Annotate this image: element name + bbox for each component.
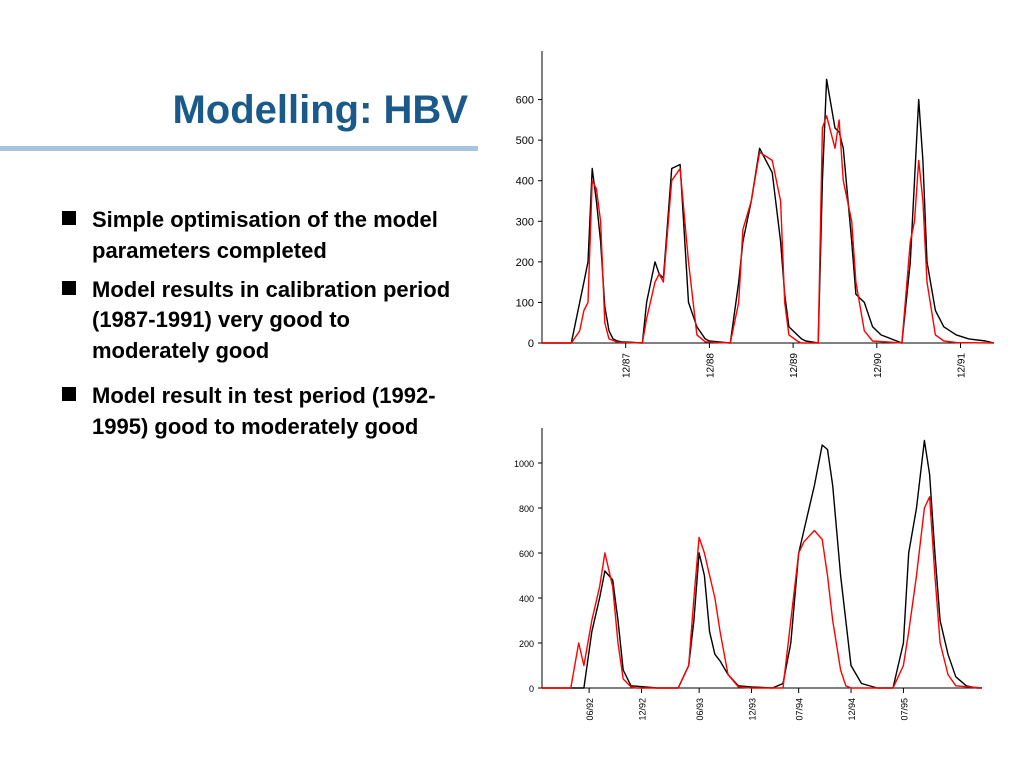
y-tick-label: 1000 xyxy=(514,459,534,469)
bullet-text: Model result in test period (1992-1995) … xyxy=(92,382,436,439)
x-tick-label: 12/94 xyxy=(847,698,857,721)
x-tick-label: 12/89 xyxy=(789,353,800,378)
calibration-discharge-chart: 0 100 200 300 400 500 600 12/87 12/88 12/89 12/90 1… xyxy=(516,51,995,378)
y-tick-label: 200 xyxy=(519,639,534,649)
bullet-list: Simple optimisation of the model paramet… xyxy=(60,205,470,451)
x-tick-label: 07/95 xyxy=(899,698,909,721)
x-tick-label: 06/93 xyxy=(695,698,705,721)
x-tick-label: 12/91 xyxy=(957,353,968,378)
x-tick-label: 12/90 xyxy=(873,353,884,378)
x-tick-label: 12/92 xyxy=(638,698,648,721)
slide-title: Modelling: HBV xyxy=(172,88,468,132)
y-tick-label: 600 xyxy=(516,95,534,107)
x-tick-label: 12/93 xyxy=(748,698,758,721)
y-tick-label: 0 xyxy=(528,338,534,350)
bullet-item: Model result in test period (1992-1995) … xyxy=(60,381,470,443)
y-tick-label: 500 xyxy=(516,135,534,147)
bullet-text: Simple optimisation of the model paramet… xyxy=(92,207,438,263)
x-tick-label: 07/94 xyxy=(795,698,805,721)
y-tick-label: 300 xyxy=(516,216,534,228)
square-bullet-icon xyxy=(62,211,76,225)
observed-series-line xyxy=(542,439,982,689)
simulated-series-line xyxy=(542,115,995,344)
y-tick-label: 600 xyxy=(519,549,534,559)
y-tick-label: 200 xyxy=(516,257,534,269)
y-tick-label: 400 xyxy=(519,594,534,604)
y-tick-label: 800 xyxy=(519,504,534,514)
square-bullet-icon xyxy=(62,386,76,401)
bullet-item: Simple optimisation of the model paramet… xyxy=(60,205,470,267)
y-tick-label: 100 xyxy=(516,297,534,309)
x-tick-label: 12/88 xyxy=(705,353,716,378)
x-tick-label: 12/87 xyxy=(622,353,633,378)
observed-series-line xyxy=(542,78,995,344)
y-tick-label: 0 xyxy=(529,684,534,694)
x-tick-label: 06/92 xyxy=(585,698,595,721)
y-tick-label: 400 xyxy=(516,176,534,188)
simulated-series-line xyxy=(542,496,983,689)
test-period-discharge-chart: 0 200 400 600 800 1000 06/92 12/92 06/93 12/93 07/… xyxy=(514,428,983,721)
square-bullet-icon xyxy=(62,280,76,295)
title-underline-rule xyxy=(0,146,478,151)
bullet-text: Model results in calibration period (198… xyxy=(92,276,451,364)
bullet-item: Model results in calibration period (198… xyxy=(60,275,470,367)
